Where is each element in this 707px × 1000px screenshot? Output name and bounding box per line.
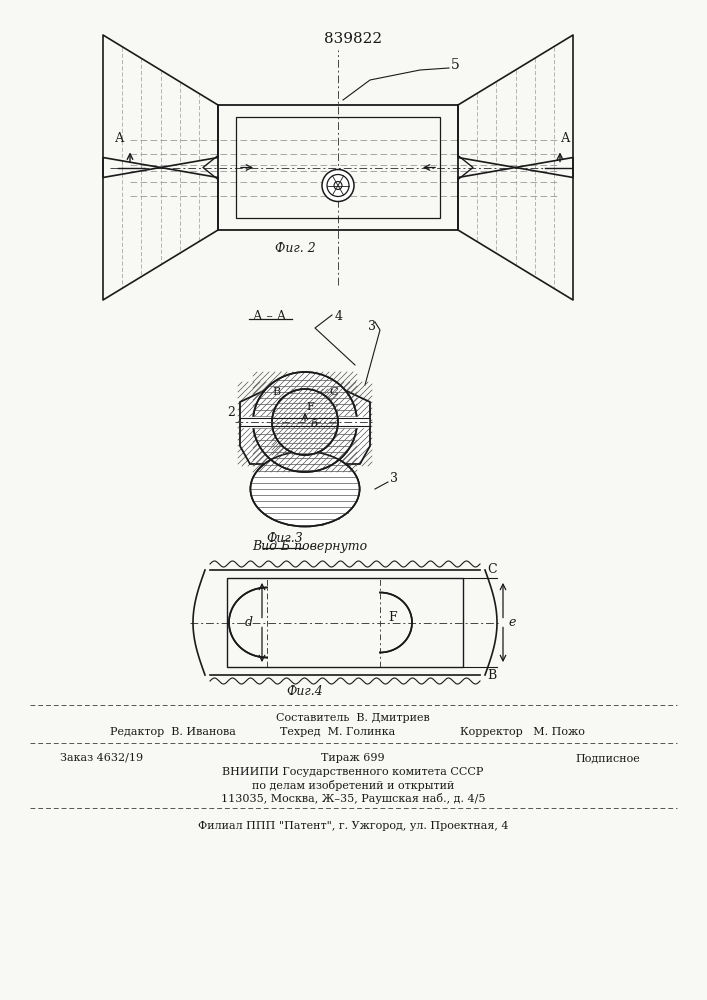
Text: Редактор  В. Иванова: Редактор В. Иванова	[110, 727, 236, 737]
Text: 839822: 839822	[324, 32, 382, 46]
Circle shape	[327, 174, 349, 196]
Text: А: А	[561, 131, 570, 144]
Text: В: В	[272, 387, 280, 397]
Text: ВНИИПИ Государственного комитета СССР: ВНИИПИ Государственного комитета СССР	[222, 767, 484, 777]
Text: d: d	[245, 616, 253, 629]
Text: e: e	[508, 616, 515, 629]
Text: Составитель  В. Дмитриев: Составитель В. Дмитриев	[276, 713, 430, 723]
Text: 3: 3	[390, 473, 398, 486]
Circle shape	[334, 182, 342, 190]
Text: B: B	[487, 669, 496, 682]
Text: по делам изобретений и открытий: по делам изобретений и открытий	[252, 780, 454, 791]
Text: 4: 4	[335, 310, 343, 323]
Text: Филиал ППП "Патент", г. Ужгород, ул. Проектная, 4: Филиал ППП "Патент", г. Ужгород, ул. Про…	[198, 821, 508, 831]
Polygon shape	[240, 384, 370, 464]
Text: Фиг. 2: Фиг. 2	[274, 242, 315, 255]
Text: Фиг.4: Фиг.4	[286, 685, 323, 698]
Text: Вид Б повернуто: Вид Б повернуто	[252, 540, 368, 553]
Text: А – А: А – А	[253, 310, 286, 323]
Text: Фиг.3: Фиг.3	[267, 532, 303, 545]
Text: Заказ 4632/19: Заказ 4632/19	[60, 753, 143, 763]
Text: Техред  М. Голинка: Техред М. Голинка	[280, 727, 395, 737]
Ellipse shape	[250, 452, 360, 526]
Text: F: F	[306, 402, 314, 412]
Bar	[218, 105, 458, 230]
Text: А: А	[115, 131, 124, 144]
Bar	[236, 117, 440, 218]
Text: F: F	[388, 611, 397, 624]
Text: Тираж 699: Тираж 699	[321, 753, 385, 763]
Text: 3: 3	[368, 320, 376, 333]
Text: 2: 2	[227, 406, 235, 418]
Text: Подписное: Подписное	[575, 753, 640, 763]
Circle shape	[272, 389, 338, 455]
Text: Корректор   М. Пожо: Корректор М. Пожо	[460, 727, 585, 737]
Circle shape	[322, 169, 354, 202]
Text: С: С	[329, 387, 338, 397]
Ellipse shape	[253, 372, 357, 472]
Bar	[227, 578, 463, 667]
Text: 5: 5	[450, 58, 460, 72]
Text: б: б	[310, 419, 317, 429]
Text: 113035, Москва, Ж–35, Раушская наб., д. 4/5: 113035, Москва, Ж–35, Раушская наб., д. …	[221, 793, 485, 804]
Text: C: C	[487, 563, 496, 576]
